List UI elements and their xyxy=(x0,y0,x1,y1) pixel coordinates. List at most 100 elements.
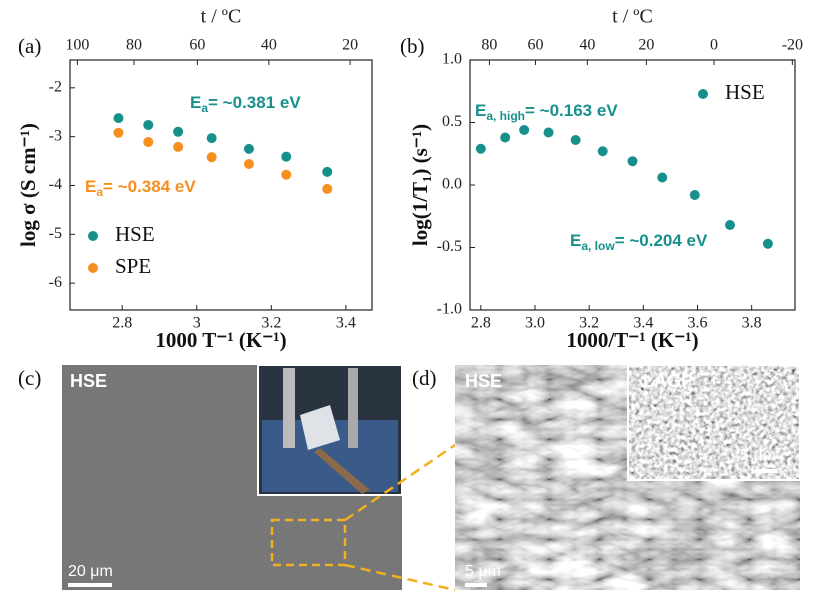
y-tick-label: -5 xyxy=(49,225,62,242)
point xyxy=(206,133,217,144)
x-tick-label: 3.6 xyxy=(688,315,708,332)
x2-tick-label: 0 xyxy=(710,37,718,54)
point xyxy=(597,146,608,157)
x2-tick-label: 40 xyxy=(579,37,595,54)
annotation-sub: a xyxy=(201,101,208,115)
point xyxy=(281,151,292,162)
x2-tick-label: 20 xyxy=(638,37,654,54)
panel-label: (b) xyxy=(400,34,425,58)
annotation: Ea, low= ~0.204 eV xyxy=(570,231,708,253)
legend-label: SPE xyxy=(115,254,151,278)
y-tick-label: -3 xyxy=(49,127,62,144)
sem-image-d: (d) HSE LAGP 5 μm 5 μm xyxy=(412,364,801,590)
x2-tick-label: 60 xyxy=(527,37,543,54)
x2-axis-label: t / ºC xyxy=(612,6,653,28)
panel-label: (c) xyxy=(18,366,41,390)
image-label: HSE xyxy=(70,371,107,391)
sem-image-c: (c) HSE 20 μm xyxy=(18,364,456,592)
point xyxy=(206,152,217,163)
zoom-line xyxy=(344,443,456,522)
point xyxy=(475,143,486,154)
y-tick-label: -2 xyxy=(49,79,62,96)
point xyxy=(322,183,333,194)
legend-marker xyxy=(88,231,98,241)
point xyxy=(519,125,530,135)
chart: 2.8 3 3.2 3.4 -2 -3 -4 -5 -6 100 80 60 40 20 t / ºC 100… xyxy=(16,6,373,352)
legend-marker xyxy=(88,263,98,273)
point xyxy=(762,238,773,249)
x2-tick-label: 60 xyxy=(189,37,205,54)
zoom-box xyxy=(270,518,347,567)
scale-bar-label: 5 μm xyxy=(465,563,501,580)
y-axis-label: log σ (S cm⁻¹) xyxy=(16,123,40,247)
x-tick-label: 3 xyxy=(193,315,201,332)
x2-tick-label: -20 xyxy=(782,37,803,54)
y-tick-label: 0.0 xyxy=(442,176,462,193)
y-axis-label: log(1/T₁) (s⁻¹) xyxy=(408,124,432,246)
x2-tick-label: 80 xyxy=(481,37,497,54)
y-tick-label: -4 xyxy=(49,176,62,193)
legend-label: HSE xyxy=(725,80,765,104)
annotation: Ea= ~0.381 eV xyxy=(190,93,301,115)
photo-tweezer xyxy=(314,448,370,494)
x-tick-label: 3.8 xyxy=(742,315,762,332)
x-axis-label: 1000 T⁻¹ (K⁻¹) xyxy=(155,328,286,352)
x2-axis-label: t / ºC xyxy=(201,6,242,28)
annotation-main: E xyxy=(190,93,201,112)
panel-label: (d) xyxy=(412,366,437,390)
photo-membrane xyxy=(300,405,340,450)
point xyxy=(657,172,668,183)
x-tick-label: 2.8 xyxy=(112,315,132,332)
point xyxy=(570,135,581,145)
photo-rod xyxy=(348,368,358,448)
point xyxy=(243,159,254,170)
point xyxy=(627,156,638,167)
x-tick-label: 3.2 xyxy=(579,315,599,332)
scale-bar xyxy=(755,469,777,473)
legend-label: HSE xyxy=(115,222,155,246)
point xyxy=(173,141,184,152)
scale-bar-label: 5 μm xyxy=(740,447,776,464)
x-tick-label: 3.4 xyxy=(633,315,653,332)
point xyxy=(500,132,511,143)
chart: 2.8 3.0 3.2 3.4 3.6 3.8 1.0 0.5 0.0 -0.5 -1.0 80 60 4… xyxy=(400,6,803,352)
annotation-sub: a, low xyxy=(581,239,615,253)
zoom-line xyxy=(344,563,456,592)
point xyxy=(143,137,154,148)
x-tick-label: 3.2 xyxy=(261,315,281,332)
lagp-texture xyxy=(629,366,799,479)
annotation-sub: a xyxy=(96,185,103,199)
x-axis-label: 1000/T⁻¹ (K⁻¹) xyxy=(566,328,698,352)
y-tick-label: 1.0 xyxy=(442,51,462,68)
annotation-main: E xyxy=(85,177,96,196)
y-tick-label: -1.0 xyxy=(437,301,462,318)
annotation-sub: a, high xyxy=(486,109,525,123)
y-tick-label: -6 xyxy=(49,274,62,291)
annotation-rest: = ~0.381 eV xyxy=(208,93,301,112)
annotation-main: E xyxy=(475,101,486,120)
point xyxy=(543,127,554,138)
x2-tick-label: 100 xyxy=(65,37,89,54)
x2-tick-label: 20 xyxy=(342,37,358,54)
point xyxy=(322,166,333,177)
annotation-rest: = ~0.384 eV xyxy=(103,177,196,196)
point xyxy=(143,119,154,130)
inset-label: LAGP xyxy=(643,371,693,391)
annotation: Ea, high= ~0.163 eV xyxy=(475,101,618,123)
annotation-rest: = ~0.204 eV xyxy=(615,231,708,250)
point xyxy=(173,126,184,137)
scale-bar-label: 20 μm xyxy=(68,563,113,580)
annotation-main: E xyxy=(570,231,581,250)
x2-tick-label: 40 xyxy=(261,37,277,54)
x2-tick-label: 80 xyxy=(126,37,142,54)
annotation-rest: = ~0.163 eV xyxy=(525,101,618,120)
scale-bar xyxy=(465,583,487,587)
panel-label: (a) xyxy=(18,34,41,58)
point xyxy=(281,169,292,180)
image-label: HSE xyxy=(465,371,502,391)
x-tick-label: 3.4 xyxy=(336,315,356,332)
y-tick-label: 0.5 xyxy=(442,113,462,130)
point xyxy=(689,190,700,200)
annotation: Ea= ~0.384 eV xyxy=(85,177,196,199)
